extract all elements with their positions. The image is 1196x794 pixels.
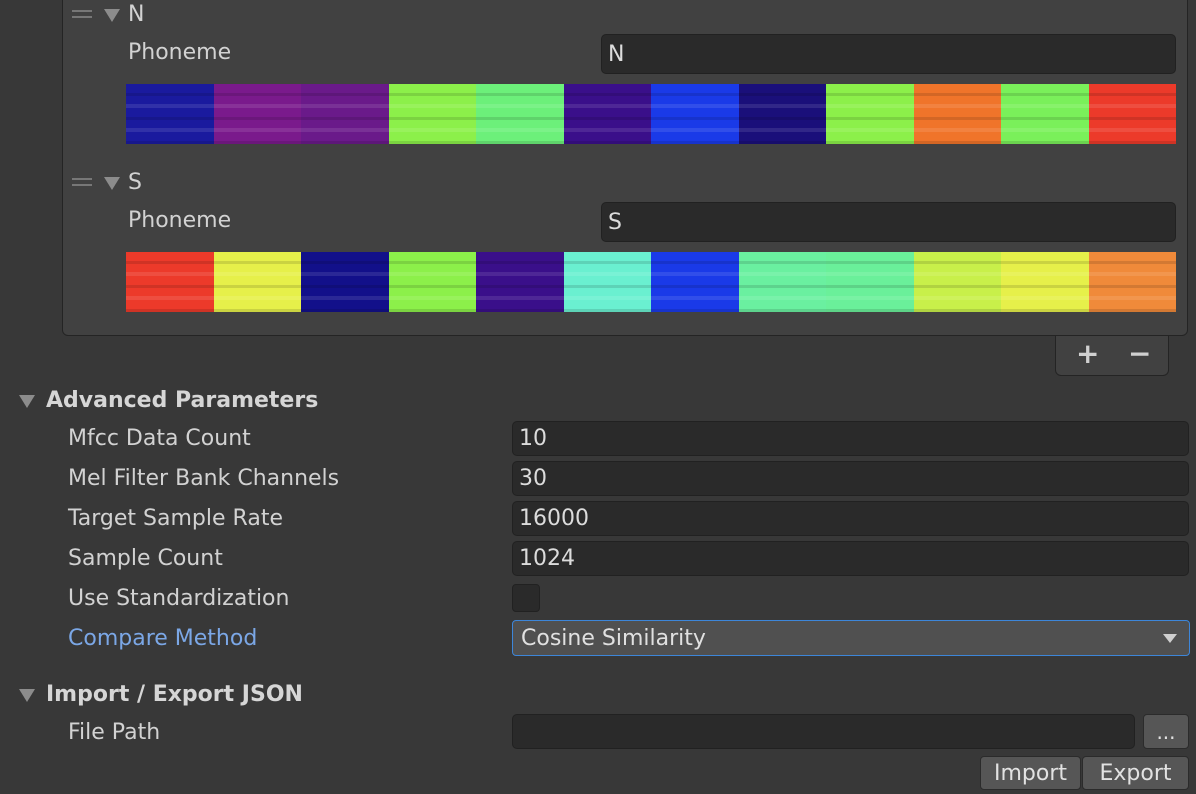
mfcc-preview	[126, 252, 1176, 312]
mfcc-data-count-field[interactable]: 10	[512, 421, 1189, 456]
browse-button[interactable]: ...	[1143, 714, 1189, 749]
mfcc-cell	[913, 84, 1001, 144]
mfcc-cell	[563, 252, 651, 312]
export-button[interactable]: Export	[1082, 756, 1189, 790]
mfcc-cell	[213, 84, 301, 144]
compare-method-value: Cosine Similarity	[521, 625, 706, 651]
foldout-arrow-icon[interactable]	[104, 9, 120, 22]
mfcc-cell	[476, 252, 564, 312]
sample-count-label: Sample Count	[68, 546, 223, 571]
mfcc-cell	[738, 84, 826, 144]
element-header[interactable]: S	[128, 170, 142, 195]
mel-filter-bank-channels-label: Mel Filter Bank Channels	[68, 466, 340, 491]
mfcc-cell	[651, 252, 739, 312]
mfcc-cell	[301, 252, 389, 312]
mfcc-cell	[388, 84, 476, 144]
import-export-header[interactable]: Import / Export JSON	[46, 682, 303, 707]
remove-element-button[interactable]: −	[1128, 337, 1152, 370]
mfcc-cell	[213, 252, 301, 312]
file-path-label: File Path	[68, 720, 161, 745]
advanced-foldout-icon[interactable]	[19, 395, 35, 408]
target-sample-rate-label: Target Sample Rate	[68, 506, 283, 531]
use-standardization-checkbox[interactable]	[512, 584, 540, 612]
phoneme-field[interactable]: N	[601, 34, 1176, 74]
mfcc-preview	[126, 84, 1176, 144]
mfcc-cell	[388, 252, 476, 312]
file-path-field[interactable]	[512, 714, 1135, 749]
mfcc-data-count-label: Mfcc Data Count	[68, 426, 251, 451]
use-standardization-label: Use Standardization	[68, 586, 290, 611]
mfcc-cell	[563, 84, 651, 144]
mfcc-cell	[126, 252, 214, 312]
drag-handle-icon[interactable]	[72, 178, 92, 186]
mfcc-cell	[476, 84, 564, 144]
compare-method-label: Compare Method	[68, 626, 258, 651]
mfcc-cell	[826, 252, 914, 312]
mel-filter-bank-channels-field[interactable]: 30	[512, 461, 1189, 496]
element-header[interactable]: N	[128, 2, 145, 27]
mfcc-cell	[301, 84, 389, 144]
list-footer: + −	[1055, 336, 1169, 376]
import-button[interactable]: Import	[980, 756, 1081, 790]
phoneme-field[interactable]: S	[601, 202, 1176, 242]
mfcc-cell	[1001, 252, 1089, 312]
advanced-parameters-header[interactable]: Advanced Parameters	[46, 388, 319, 413]
phoneme-label: Phoneme	[128, 208, 232, 233]
mfcc-cell	[738, 252, 826, 312]
drag-handle-icon[interactable]	[72, 10, 92, 18]
import-export-foldout-icon[interactable]	[19, 689, 35, 702]
mfcc-cell	[1088, 84, 1176, 144]
mfcc-cell	[651, 84, 739, 144]
add-element-button[interactable]: +	[1076, 337, 1100, 370]
target-sample-rate-field[interactable]: 16000	[512, 501, 1189, 536]
foldout-arrow-icon[interactable]	[104, 177, 120, 190]
compare-method-dropdown[interactable]: Cosine Similarity	[512, 620, 1190, 656]
sample-count-field[interactable]: 1024	[512, 541, 1189, 576]
mfcc-cell	[913, 252, 1001, 312]
mfcc-cell	[126, 84, 214, 144]
mfcc-cell	[826, 84, 914, 144]
mfcc-cell	[1001, 84, 1089, 144]
dropdown-arrow-icon	[1163, 634, 1177, 643]
mfcc-cell	[1088, 252, 1176, 312]
phoneme-label: Phoneme	[128, 40, 232, 65]
